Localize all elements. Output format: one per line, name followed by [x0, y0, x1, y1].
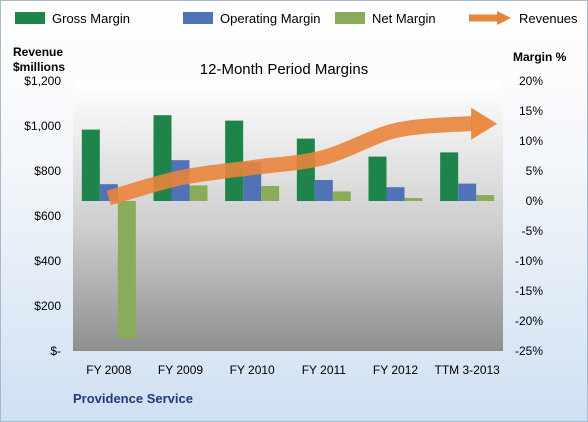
- right-tick-label: -5%: [522, 224, 544, 238]
- right-tick-label: 0%: [526, 194, 544, 208]
- bar-gross-margin: [368, 156, 387, 201]
- chart-title: 12-Month Period Margins: [200, 61, 368, 78]
- legend-label: Gross Margin: [52, 11, 130, 26]
- legend-label: Revenues: [519, 11, 578, 26]
- left-tick-label: $800: [34, 164, 61, 178]
- left-axis-title: Revenue $millions: [13, 45, 66, 74]
- bar-operating-margin: [386, 187, 405, 201]
- legend-label: Net Margin: [372, 11, 436, 26]
- left-tick-label: $400: [34, 254, 61, 268]
- bar-net-margin: [117, 201, 136, 339]
- left-tick-label: $200: [34, 299, 61, 313]
- right-tick-label: -20%: [515, 314, 543, 328]
- left-tick-label: $1,000: [24, 119, 61, 133]
- bar-operating-margin: [314, 180, 333, 201]
- bar-gross-margin: [81, 129, 100, 201]
- right-tick-label: -25%: [515, 344, 543, 358]
- bar-net-margin: [189, 185, 208, 201]
- bar-net-margin: [332, 191, 351, 201]
- bar-gross-margin: [440, 152, 459, 201]
- right-tick-label: -15%: [515, 284, 543, 298]
- right-tick-label: -10%: [515, 254, 543, 268]
- x-tick-label: FY 2012: [373, 363, 418, 377]
- right-tick-label: 15%: [519, 104, 543, 118]
- right-tick-label: 20%: [519, 74, 543, 88]
- right-axis-ticks: -25% -20% -15% -10% -5% 0% 5% 10% 15% 20%: [515, 74, 543, 358]
- bar-net-margin: [404, 198, 423, 201]
- left-tick-label: $600: [34, 209, 61, 223]
- footer-company-label: Providence Service: [73, 391, 193, 406]
- left-tick-label: $-: [50, 344, 61, 358]
- x-tick-label: FY 2008: [86, 363, 131, 377]
- right-axis-title: Margin %: [513, 50, 567, 64]
- left-axis-ticks: $- $200 $400 $600 $800 $1,000 $1,200: [24, 74, 61, 358]
- legend-label: Operating Margin: [220, 11, 320, 26]
- left-axis-title-line-2: $millions: [13, 60, 65, 74]
- legend: Gross Margin Operating Margin Net Margin Re…: [15, 11, 578, 26]
- x-tick-label: FY 2009: [158, 363, 203, 377]
- legend-swatch: [183, 12, 213, 24]
- bar-operating-margin: [458, 183, 477, 201]
- revenue-arrowhead: [471, 107, 498, 140]
- bar-gross-margin: [225, 120, 244, 201]
- x-axis-ticks: FY 2008 FY 2009 FY 2010 FY 2011 FY 2012 TTM 3…: [86, 363, 500, 377]
- bar-gross-margin: [296, 138, 315, 201]
- right-tick-label: 5%: [526, 164, 544, 178]
- revenue-arrow: [106, 116, 475, 206]
- left-axis-title-line-1: Revenue: [13, 45, 63, 59]
- left-tick-label: $1,200: [24, 74, 61, 88]
- right-tick-label: 10%: [519, 134, 543, 148]
- x-tick-label: TTM 3-2013: [434, 363, 500, 377]
- legend-swatch-revenues-head: [497, 11, 511, 25]
- legend-swatch: [15, 12, 45, 24]
- bar-net-margin: [476, 195, 495, 201]
- legend-swatch: [335, 12, 365, 24]
- x-tick-label: FY 2010: [230, 363, 275, 377]
- x-tick-label: FY 2011: [302, 363, 347, 377]
- bar-net-margin: [261, 186, 280, 201]
